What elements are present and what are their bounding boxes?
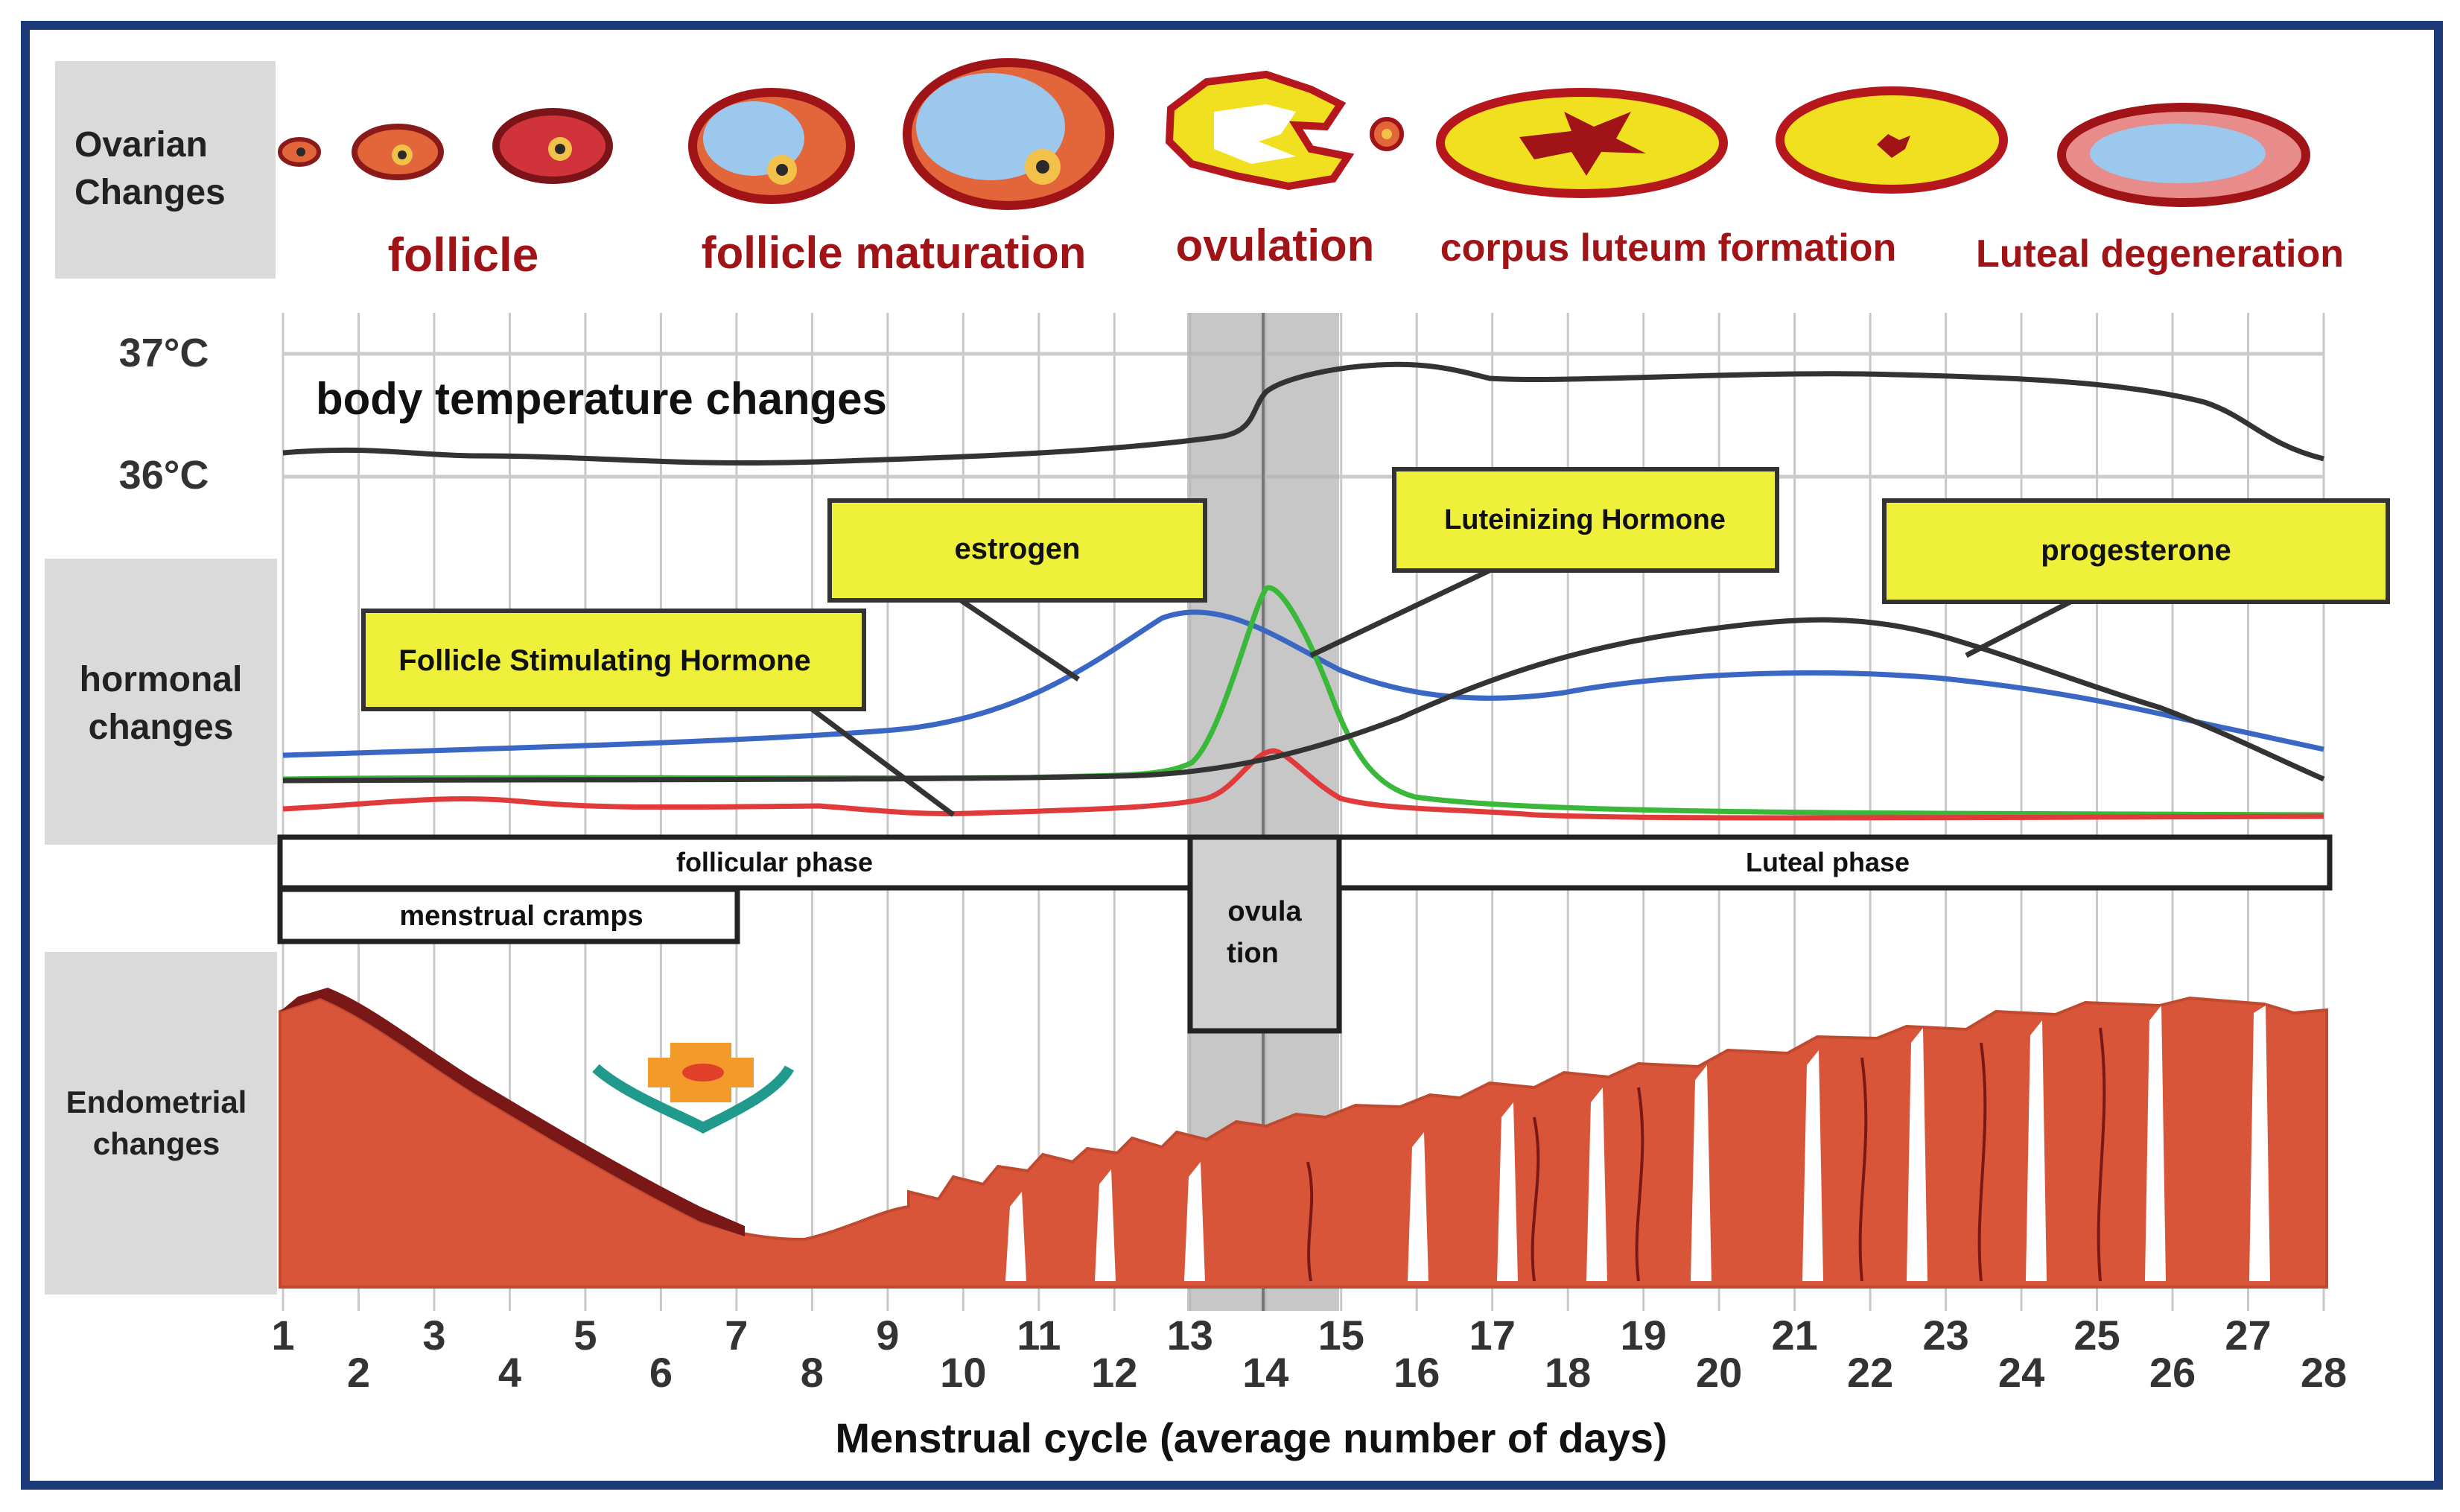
primordial-follicle-icon [278,137,321,167]
day-label: 11 [1017,1312,1061,1359]
spiral-arteries [1306,1027,2106,1282]
ovulation-phase-box [1187,834,1342,1034]
day-label: 25 [2073,1312,2120,1359]
day-label: 14 [1242,1349,1288,1396]
corpus-luteum-regressing-icon [1776,86,2008,194]
stage-label-follicle-maturation: follicle maturation [702,228,1087,278]
corpus-luteum-icon [1436,88,1728,198]
follicular-phase-label: follicular phase [676,847,873,877]
hormonal-label-panel [45,559,277,845]
endometrial-label-panel [45,952,277,1295]
day-label: 9 [876,1312,899,1359]
ruptured-follicle-icon [1165,70,1404,191]
lh-callout-box [1392,467,1779,573]
day-label: 2 [347,1349,370,1396]
ovarian-stages [278,58,2310,210]
ovulation-phase-label-line2: tion [1227,938,1279,969]
endometrial-glands [1005,1006,2270,1281]
day-label: 15 [1318,1312,1364,1359]
day-label: 22 [1847,1349,1893,1396]
day-label: 3 [422,1312,445,1359]
stage-label-follicle: follicle [388,228,539,282]
fsh-callout-text: Follicle Stimulating Hormone [398,644,810,677]
temperature-curve [282,361,2324,466]
day-label: 27 [2225,1312,2271,1359]
secondary-follicle-icon [492,108,613,184]
lh-callout-text: Luteinizing Hormone [1444,504,1726,536]
progesterone-curve [282,617,2325,784]
day-label: 18 [1545,1349,1591,1396]
day-label: 20 [1696,1349,1742,1396]
day-label: 12 [1091,1349,1137,1396]
temp-tick-37: 37°C [119,331,209,375]
day-label: 28 [2301,1349,2347,1396]
endometrial-label-line1: Endometrial [66,1084,247,1119]
hormonal-label-line1: hormonal [80,660,243,699]
temp-tick-36: 36°C [119,453,209,498]
lh-leader-line [1309,568,1491,658]
progesterone-leader-line [1965,599,2072,658]
mature-follicle-icon [903,58,1114,210]
day-label: 7 [725,1312,748,1359]
progesterone-callout-text: progesterone [2041,534,2231,567]
day-label: 17 [1469,1312,1516,1359]
stage-label-ovulation: ovulation [1176,220,1375,270]
day-label: 24 [1998,1349,2044,1396]
day-label: 4 [498,1349,521,1396]
ovarian-label-line1: Ovarian [74,125,208,165]
progesterone-callout-box [1882,498,2390,604]
day-axis: 1 3 5 7 9 11 13 15 17 19 21 23 25 272 4 6 8 10 12 14 16 18 20 2… [271,1312,2347,1396]
day-label: 23 [1922,1312,1968,1359]
endometrial-label-line2: changes [93,1126,220,1161]
fsh-curve [282,748,2324,821]
stage-label-corpus-luteum: corpus luteum formation [1440,226,1896,270]
ovulation-phase-label-line1: ovula [1227,896,1302,927]
estrogen-curve [282,609,2324,758]
day-label: 13 [1167,1312,1213,1359]
day-label: 1 [271,1312,294,1359]
hormonal-label-line2: changes [89,708,234,747]
antral-follicle-icon [688,88,855,204]
fsh-leader-line [810,707,956,817]
day-label: 5 [573,1312,597,1359]
medical-logo-icon [592,1043,795,1134]
menstrual-cramps-label: menstrual cramps [399,900,643,932]
estrogen-callout-text: estrogen [955,533,1081,565]
primary-follicle-icon [352,124,444,180]
day-label: 8 [801,1349,824,1396]
luteal-phase-label: Luteal phase [1746,847,1910,877]
endometrium-shedding-edge [280,988,745,1236]
corpus-albicans-icon [2057,103,2310,207]
day-label: 6 [649,1349,673,1396]
menstrual-cramps-box [277,886,740,944]
stage-label-luteal-degeneration: Luteal degeneration [1976,232,2344,276]
ovarian-label-line2: Changes [74,173,226,212]
day-label: 10 [940,1349,986,1396]
day-label: 21 [1771,1312,1817,1359]
temperature-title: body temperature changes [316,374,887,424]
estrogen-leader-line [959,598,1080,682]
x-axis-title: Menstrual cycle (average number of days) [835,1414,1667,1461]
day-label: 26 [2149,1349,2196,1396]
fsh-callout-box [361,609,866,711]
day-label: 16 [1393,1349,1440,1396]
ovarian-label-panel [55,61,276,279]
estrogen-callout-box [827,498,1207,603]
day-label: 19 [1621,1312,1667,1359]
